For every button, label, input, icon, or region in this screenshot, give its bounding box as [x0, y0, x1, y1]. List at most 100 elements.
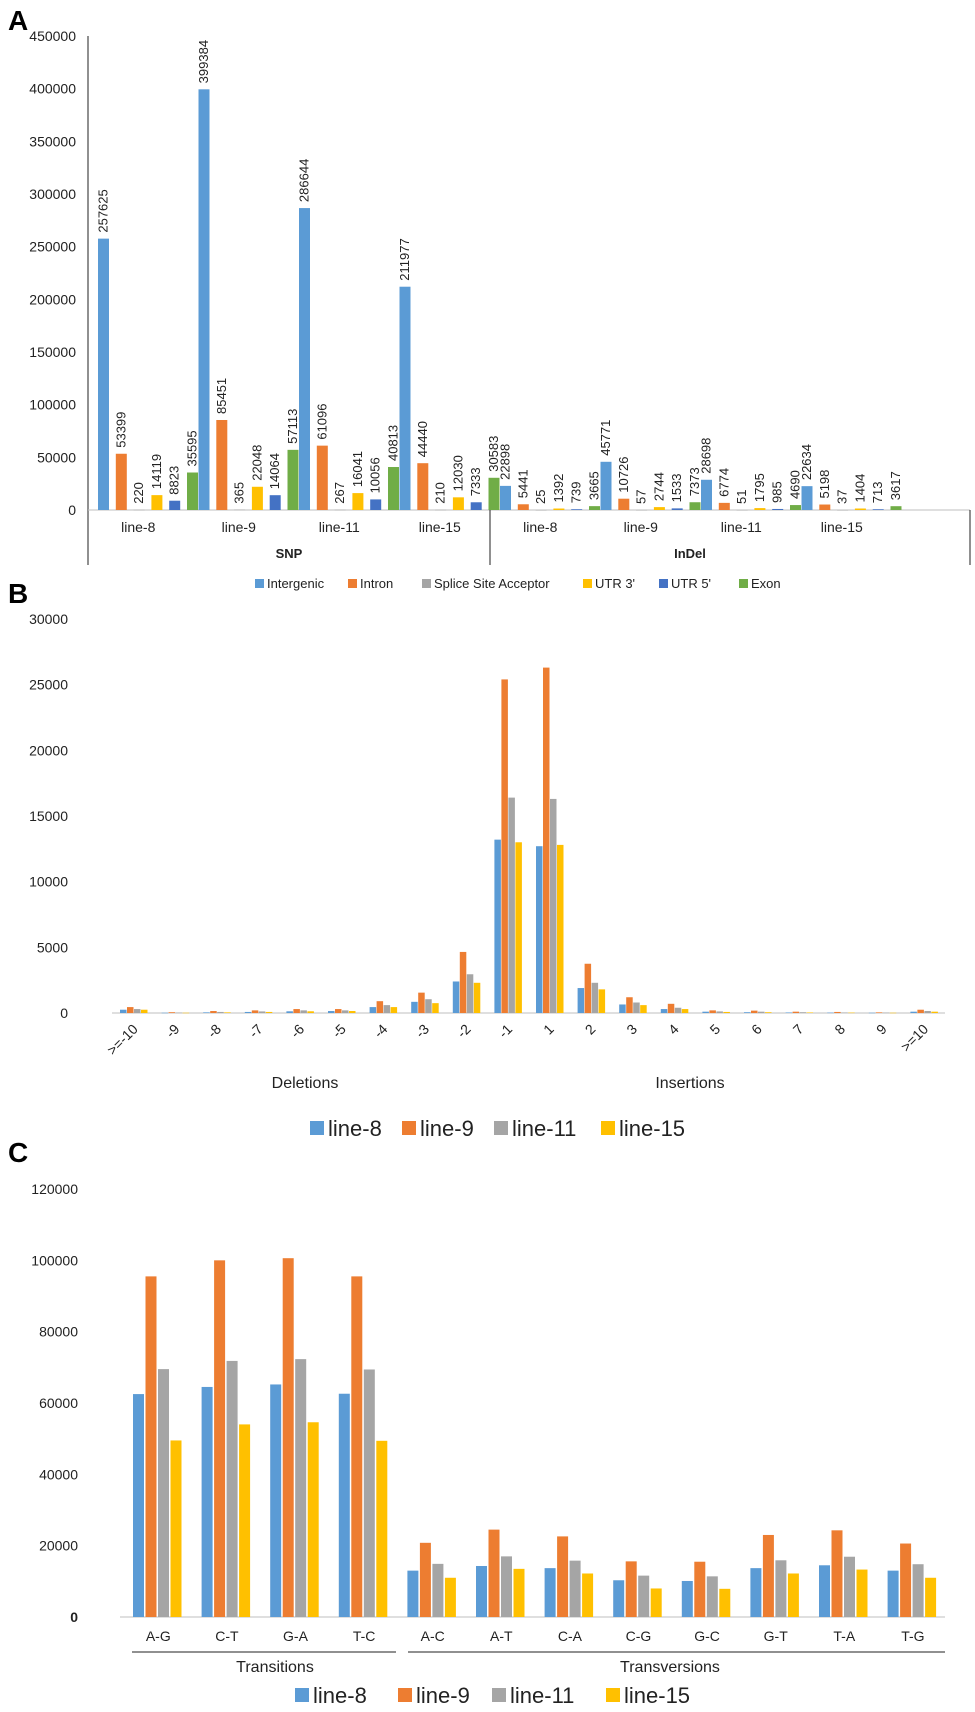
panel-b-group-label: Insertions [655, 1075, 724, 1092]
panel-a-bar [772, 508, 784, 510]
panel-a-y-tick: 150000 [29, 344, 76, 360]
panel-c-y-tick: 60000 [39, 1395, 78, 1411]
panel-b-bar [584, 963, 592, 1013]
panel-a-legend-label: UTR 5' [671, 576, 711, 591]
panel-a-bar [671, 508, 683, 510]
panel-c-bar [925, 1577, 937, 1617]
panel-c-bar [432, 1563, 444, 1617]
panel-c-bar [351, 1276, 363, 1617]
panel-a-bar [589, 506, 600, 510]
panel-b-bar [716, 1011, 723, 1013]
panel-c-category-label: C-A [558, 1628, 583, 1644]
panel-b-bar [882, 1012, 890, 1014]
panel-a-bar [115, 453, 127, 510]
panel-b-bar [466, 974, 474, 1013]
panel-a-bar [872, 509, 884, 510]
panel-c-bar [750, 1568, 762, 1617]
panel-c-bar [214, 1260, 226, 1617]
panel-c-bar [201, 1386, 213, 1617]
panel-a-y-tick: 50000 [37, 449, 76, 465]
panel-b-chart: B 0 5000 10000 15000 20000 25000 30000 >=-10 -9 -… [8, 578, 945, 1141]
panel-c-bar [706, 1576, 718, 1617]
panel-b-y-tick: 20000 [29, 742, 68, 758]
panel-b-y-tick: 0 [60, 1005, 68, 1021]
panel-c-bar [912, 1564, 924, 1617]
panel-b-legend-swatch [310, 1121, 324, 1135]
panel-c-bar [133, 1394, 144, 1617]
panel-a-category-label: line-9 [222, 519, 256, 535]
panel-b-bar [681, 1009, 689, 1013]
panel-a-data-label: 10726 [616, 457, 631, 493]
panel-a-bar [216, 419, 228, 510]
panel-a-category-label: line-8 [121, 519, 155, 535]
panel-c-y-tick: 40000 [39, 1466, 78, 1482]
panel-a-bar [837, 509, 849, 511]
panel-a-data-label: 3617 [888, 471, 903, 500]
panel-a-bar [151, 495, 163, 510]
panel-a-bar [98, 238, 109, 510]
panel-a-bar [754, 508, 766, 510]
panel-a-y-tick: 100000 [29, 397, 76, 413]
panel-c-bar [557, 1536, 569, 1617]
panel-a-data-label: 85451 [214, 378, 229, 414]
panel-a-bar [535, 509, 547, 511]
panel-b-legend-swatch [601, 1121, 615, 1135]
panel-b-bar [785, 1012, 793, 1013]
panel-c-bar [513, 1568, 525, 1617]
panel-b-bar [432, 1003, 439, 1013]
panel-b-category-label: 2 [582, 1021, 599, 1038]
panel-c-letter: C [8, 1137, 28, 1168]
panel-a-category-label: line-11 [721, 519, 762, 535]
panel-b-bar [640, 1005, 647, 1013]
panel-b-bar [141, 1009, 148, 1013]
panel-a-group-label: InDel [674, 546, 706, 561]
panel-b-bar [161, 1012, 169, 1014]
panel-b-bar [667, 1003, 675, 1013]
panel-a-bar [600, 461, 612, 510]
panel-b-bar [910, 1011, 917, 1013]
panel-b-y-tick: 5000 [37, 939, 68, 955]
panel-a-data-label: 57 [634, 489, 649, 503]
panel-b-category-label: -4 [370, 1021, 390, 1041]
panel-a-bar [452, 497, 464, 510]
panel-b-bar [765, 1012, 772, 1013]
panel-a-data-label: 61096 [314, 403, 329, 439]
panel-c-bar [900, 1543, 912, 1617]
panel-a-bar [133, 509, 145, 511]
panel-a-data-label: 16041 [350, 451, 365, 487]
panel-a-letter: A [8, 5, 28, 36]
panel-a-y-tick: 300000 [29, 186, 76, 202]
panel-c-bar [488, 1529, 500, 1617]
panel-b-category-label: -9 [162, 1021, 182, 1041]
panel-b-bar [349, 1011, 356, 1013]
panel-c-bar [158, 1369, 169, 1617]
panel-a-data-label: 6774 [716, 468, 731, 497]
panel-c-bar [819, 1565, 830, 1617]
panel-c-y-tick: 100000 [31, 1252, 78, 1268]
panel-a-legend-label: Intron [360, 576, 393, 591]
panel-b-bar [758, 1011, 765, 1013]
panel-a-bar [198, 89, 210, 510]
panel-a-bar [388, 467, 399, 510]
panel-a-data-label: 5441 [515, 469, 530, 498]
panel-b-bar [452, 981, 460, 1013]
panel-b-y-tick: 25000 [29, 677, 68, 693]
panel-b-bar [827, 1012, 834, 1014]
panel-b-legend-label: line-15 [619, 1116, 685, 1141]
panel-a-bar [169, 500, 181, 510]
panel-b-bar [168, 1012, 176, 1013]
panel-b-bar [709, 1010, 716, 1013]
panel-a-data-label: 25 [533, 490, 548, 504]
panel-c-bar [638, 1575, 650, 1617]
panel-b-bar [342, 1010, 349, 1013]
panel-b-legend-label: line-11 [512, 1116, 576, 1141]
panel-b-bar [834, 1011, 841, 1013]
panel-c-category-label: G-T [764, 1628, 789, 1644]
panel-b-bar [799, 1012, 807, 1013]
panel-a-bar [890, 506, 902, 510]
panel-a-bar [470, 502, 482, 510]
panel-b-bar [182, 1012, 190, 1014]
panel-c-y-tick: 20000 [39, 1538, 78, 1554]
panel-c-bar [476, 1565, 487, 1617]
panel-a-bar [736, 509, 748, 511]
